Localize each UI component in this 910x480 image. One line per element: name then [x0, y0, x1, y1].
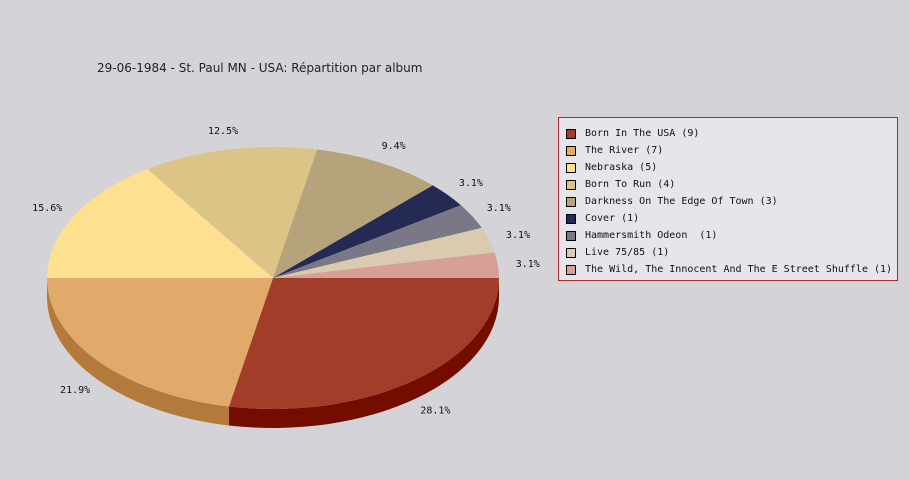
pie-slice-3: [147, 147, 318, 278]
legend-swatch-7: [566, 247, 576, 258]
pie-percent-label-4: 9.4%: [382, 141, 406, 152]
legend-item-5: Cover (1): [566, 210, 897, 227]
legend-item-7: Live 75/85 (1): [566, 244, 897, 261]
legend-swatch-4: [566, 196, 576, 207]
pie-top-layer: [47, 147, 499, 409]
legend-item-2: Nebraska (5): [566, 159, 897, 176]
pie-percent-label-8: 3.1%: [516, 259, 540, 270]
pie-slice-side-0: [228, 278, 499, 429]
pie-percent-label-6: 3.1%: [487, 203, 511, 214]
pie-slice-2: [47, 169, 273, 278]
legend-item-8: The Wild, The Innocent And The E Street …: [566, 261, 897, 278]
pie-percent-label-0: 28.1%: [420, 406, 450, 417]
pie-slice-7: [273, 227, 495, 278]
legend-label-0: Born In The USA (9): [585, 128, 700, 139]
chart-title: 29-06-1984 - St. Paul MN - USA: Répartit…: [97, 61, 423, 75]
pie-depth-layer: [47, 278, 499, 429]
pie-slice-side-1: [47, 278, 229, 426]
legend-item-0: Born In The USA (9): [566, 125, 897, 142]
legend-label-7: Live 75/85 (1): [585, 247, 670, 258]
legend-label-2: Nebraska (5): [585, 162, 658, 173]
legend-swatch-3: [566, 179, 576, 190]
legend-label-3: Born To Run (4): [585, 179, 676, 190]
legend-item-3: Born To Run (4): [566, 176, 897, 193]
legend-label-4: Darkness On The Edge Of Town (3): [585, 196, 778, 207]
pie-slice-5: [273, 185, 461, 278]
pie-slice-0: [228, 278, 499, 409]
pie-slice-6: [273, 205, 482, 278]
legend-swatch-2: [566, 162, 576, 173]
legend-swatch-6: [566, 230, 576, 241]
pie-percent-label-3: 12.5%: [208, 126, 238, 137]
legend-label-8: The Wild, The Innocent And The E Street …: [585, 264, 893, 275]
legend-item-6: Hammersmith Odeon (1): [566, 227, 897, 244]
legend-swatch-1: [566, 145, 576, 156]
legend-item-4: Darkness On The Edge Of Town (3): [566, 193, 897, 210]
legend-label-1: The River (7): [585, 145, 664, 156]
pie-slice-8: [273, 252, 499, 278]
percent-labels: 28.1% 21.9% 15.6% 12.5% 9.4% 3.1% 3.1% 3.1% 3.1%: [32, 126, 540, 417]
legend-swatch-0: [566, 128, 576, 139]
legend-swatch-8: [566, 264, 576, 275]
legend-item-1: The River (7): [566, 142, 897, 159]
legend: Born In The USA (9) The River (7) Nebraska…: [558, 117, 898, 281]
pie-percent-label-2: 15.6%: [32, 203, 62, 214]
legend-label-6: Hammersmith Odeon (1): [585, 230, 718, 241]
pie-slice-1: [47, 278, 273, 407]
legend-swatch-5: [566, 213, 576, 224]
pie-percent-label-5: 3.1%: [459, 178, 483, 189]
pie-percent-label-1: 21.9%: [60, 385, 90, 396]
pie-slice-4: [273, 149, 433, 278]
pie-percent-label-7: 3.1%: [506, 230, 530, 241]
legend-label-5: Cover (1): [585, 213, 640, 224]
